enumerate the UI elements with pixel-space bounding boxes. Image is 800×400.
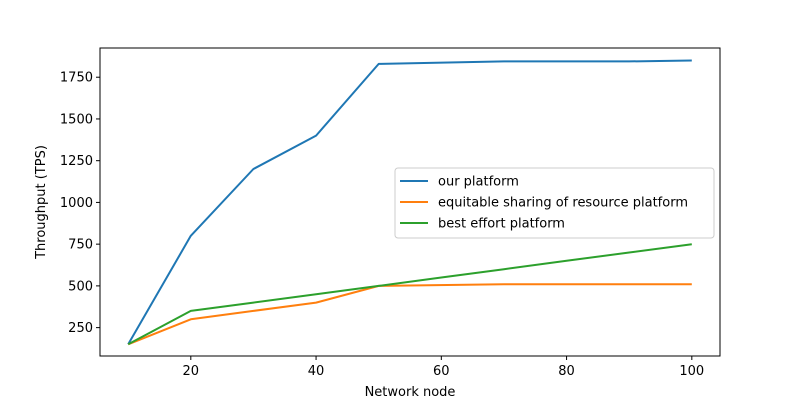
y-tick-label: 500 [68,279,93,294]
ticks-layer: 20 40 60 80 100 250 500 750 1000 1250 1500 1750 [60,71,704,379]
legend: our platform equitable sharing of resourc… [394,167,715,239]
x-tick-label: 80 [558,364,575,379]
series-line-2 [127,283,692,346]
series-line-1 [127,59,692,345]
x-tick-label: 20 [183,364,200,379]
legend-box [394,167,715,239]
legend-label-1: our platform [438,175,519,190]
x-tick-label: 60 [433,364,450,379]
x-axis-label: Network node [365,385,456,400]
y-tick-label: 250 [68,321,93,336]
series-line-3 [127,243,692,346]
y-tick-label: 1000 [60,196,93,211]
series-layer [127,59,692,346]
legend-label-2: equitable sharing of resource platform [438,196,688,211]
y-tick-label: 750 [68,238,93,253]
y-tick-label: 1500 [60,112,93,127]
x-tick-label: 100 [679,364,704,379]
y-axis-label: Throughput (TPS) [34,145,49,260]
legend-label-3: best effort platform [438,217,565,232]
y-tick-label: 1750 [60,71,93,86]
x-tick-label: 40 [308,364,325,379]
y-tick-label: 1250 [60,154,93,169]
